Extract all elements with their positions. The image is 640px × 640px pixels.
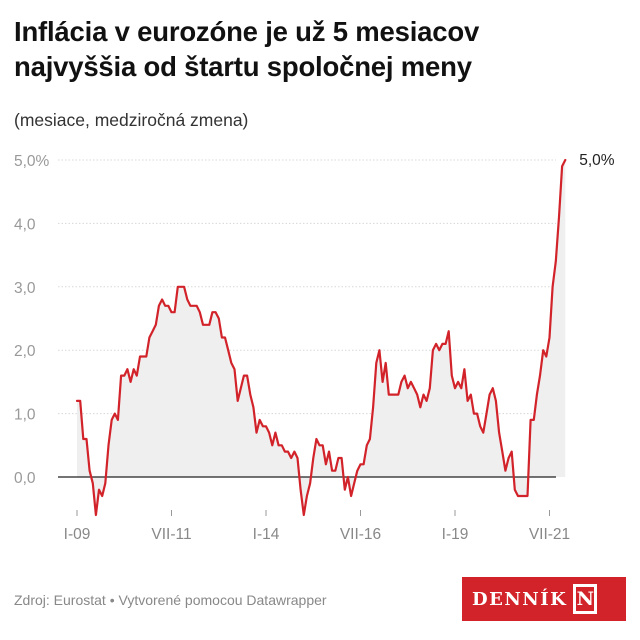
y-tick-label: 1,0 [14, 407, 36, 424]
line-chart: 0,0 1,0 2,0 3,0 4,0 5,0% I-09 VII-11 I-14 VII-16 I… [14, 152, 615, 543]
chart-subtitle: (mesiace, medziročná zmena) [14, 110, 249, 130]
chart-title: Inflácia v eurozóne je už 5 mesiacov naj… [14, 14, 624, 84]
area-fill [77, 160, 566, 515]
title-line-2: najvyššia od štartu spoločnej meny [14, 51, 472, 82]
x-tick-label: I-09 [64, 526, 91, 543]
y-tick-label: 5,0% [14, 153, 50, 170]
logo-text: DENNÍK [472, 588, 568, 610]
source-footer: Zdroj: Eurostat • Vytvorené pomocou Data… [14, 592, 327, 608]
x-tick-label: VII-16 [340, 526, 381, 543]
logo-n-box: N [573, 584, 598, 614]
x-tick-label: I-19 [442, 526, 469, 543]
end-value-label: 5,0% [579, 152, 615, 169]
y-tick-label: 4,0 [14, 216, 36, 233]
source-text: Zdroj: Eurostat [14, 592, 106, 608]
x-tick-label: VII-21 [529, 526, 570, 543]
x-tick-label: VII-11 [151, 526, 191, 543]
x-tick-label: I-14 [253, 526, 280, 543]
credit-text: Vytvorené pomocou Datawrapper [118, 592, 327, 608]
inflation-line [75, 158, 567, 517]
footer-separator: • [109, 592, 115, 608]
title-line-1: Inflácia v eurozóne je už 5 mesiacov [14, 16, 480, 47]
y-tick-label: 0,0 [14, 470, 36, 487]
y-tick-label: 2,0 [14, 343, 36, 360]
dennik-n-logo[interactable]: DENNÍK N [462, 577, 626, 621]
y-tick-label: 3,0 [14, 280, 36, 297]
